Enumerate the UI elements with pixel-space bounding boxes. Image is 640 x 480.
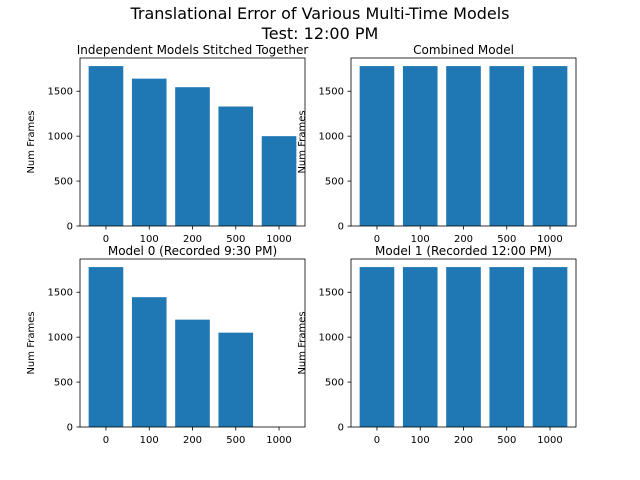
- bar-3-1: [402, 267, 438, 427]
- xtick-label-2-3: 500: [226, 435, 245, 446]
- xtick-label-1-4: 1000: [537, 234, 562, 245]
- chart-3: 0 100 200 500 1000 0 500 1000 1500 Num Frames Mode…: [297, 244, 577, 446]
- chart-title-3: Model 1 (Recorded 12:00 PM): [375, 244, 552, 258]
- bar-3-0: [359, 267, 395, 427]
- xtick-label-1-3: 500: [497, 234, 516, 245]
- ytick-label-0-0: 0: [67, 222, 73, 233]
- xtick-label-3-2: 200: [454, 435, 473, 446]
- ylabel-3: Num Frames: [297, 311, 308, 374]
- xtick-label-0-4: 1000: [266, 234, 291, 245]
- chart-title-2: Model 0 (Recorded 9:30 PM): [108, 244, 277, 258]
- ytick-label-3-1: 500: [325, 378, 344, 389]
- bar-0-2: [175, 87, 210, 226]
- ytick-label-2-1: 500: [54, 378, 73, 389]
- ytick-label-1-2: 1000: [319, 132, 344, 143]
- xtick-label-0-0: 0: [103, 234, 109, 245]
- ytick-label-1-0: 0: [338, 222, 344, 233]
- xtick-label-2-4: 1000: [266, 435, 291, 446]
- xtick-label-3-4: 1000: [537, 435, 562, 446]
- bar-1-1: [402, 66, 438, 226]
- xtick-label-3-1: 100: [411, 435, 430, 446]
- bar-3-2: [446, 267, 481, 427]
- ylabel-1: Num Frames: [297, 110, 308, 173]
- figure-title-line1: Translational Error of Various Multi-Tim…: [130, 4, 510, 23]
- ytick-label-0-3: 1500: [48, 87, 73, 98]
- ytick-label-3-2: 1000: [319, 333, 344, 344]
- xtick-label-2-2: 200: [183, 435, 202, 446]
- xtick-label-0-2: 200: [183, 234, 202, 245]
- bar-0-0: [88, 66, 124, 226]
- chart-0: 0 100 200 500 1000 0 500 1000 1500 Num Frames Inde…: [26, 43, 308, 245]
- xtick-label-2-1: 100: [140, 435, 159, 446]
- xtick-label-0-3: 500: [226, 234, 245, 245]
- ytick-label-2-2: 1000: [48, 333, 73, 344]
- ytick-label-0-1: 500: [54, 177, 73, 188]
- bar-2-0: [88, 267, 124, 427]
- ylabel-0: Num Frames: [26, 110, 37, 173]
- ytick-label-0-2: 1000: [48, 132, 73, 143]
- xtick-label-1-2: 200: [454, 234, 473, 245]
- ytick-label-2-0: 0: [67, 423, 73, 434]
- bar-2-1: [131, 297, 167, 427]
- xtick-label-3-3: 500: [497, 435, 516, 446]
- xtick-label-2-0: 0: [103, 435, 109, 446]
- bar-1-3: [489, 66, 525, 226]
- bar-0-1: [131, 78, 167, 226]
- bar-0-4: [261, 136, 297, 226]
- ylabel-2: Num Frames: [26, 311, 37, 374]
- bar-1-0: [359, 66, 395, 226]
- bar-3-3: [489, 267, 525, 427]
- ytick-label-1-3: 1500: [319, 87, 344, 98]
- ytick-label-3-0: 0: [338, 423, 344, 434]
- chart-title-1: Combined Model: [413, 43, 514, 57]
- xtick-label-1-0: 0: [374, 234, 380, 245]
- bar-2-2: [175, 319, 210, 427]
- chart-title-0: Independent Models Stitched Together: [77, 43, 309, 57]
- chart-2: 0 100 200 500 1000 0 500 1000 1500 Num Frames Mode…: [26, 244, 306, 446]
- figure-title-line2: Test: 12:00 PM: [261, 24, 379, 43]
- xtick-label-1-1: 100: [411, 234, 430, 245]
- ytick-label-2-3: 1500: [48, 288, 73, 299]
- xtick-label-3-0: 0: [374, 435, 380, 446]
- chart-1: 0 100 200 500 1000 0 500 1000 1500 Num Frames Comb…: [297, 43, 577, 245]
- bar-3-4: [532, 267, 568, 427]
- bar-2-3: [218, 332, 254, 427]
- bar-1-2: [446, 66, 481, 226]
- xtick-label-0-1: 100: [140, 234, 159, 245]
- bar-0-3: [218, 106, 254, 226]
- bar-1-4: [532, 66, 568, 226]
- ytick-label-1-1: 500: [325, 177, 344, 188]
- ytick-label-3-3: 1500: [319, 288, 344, 299]
